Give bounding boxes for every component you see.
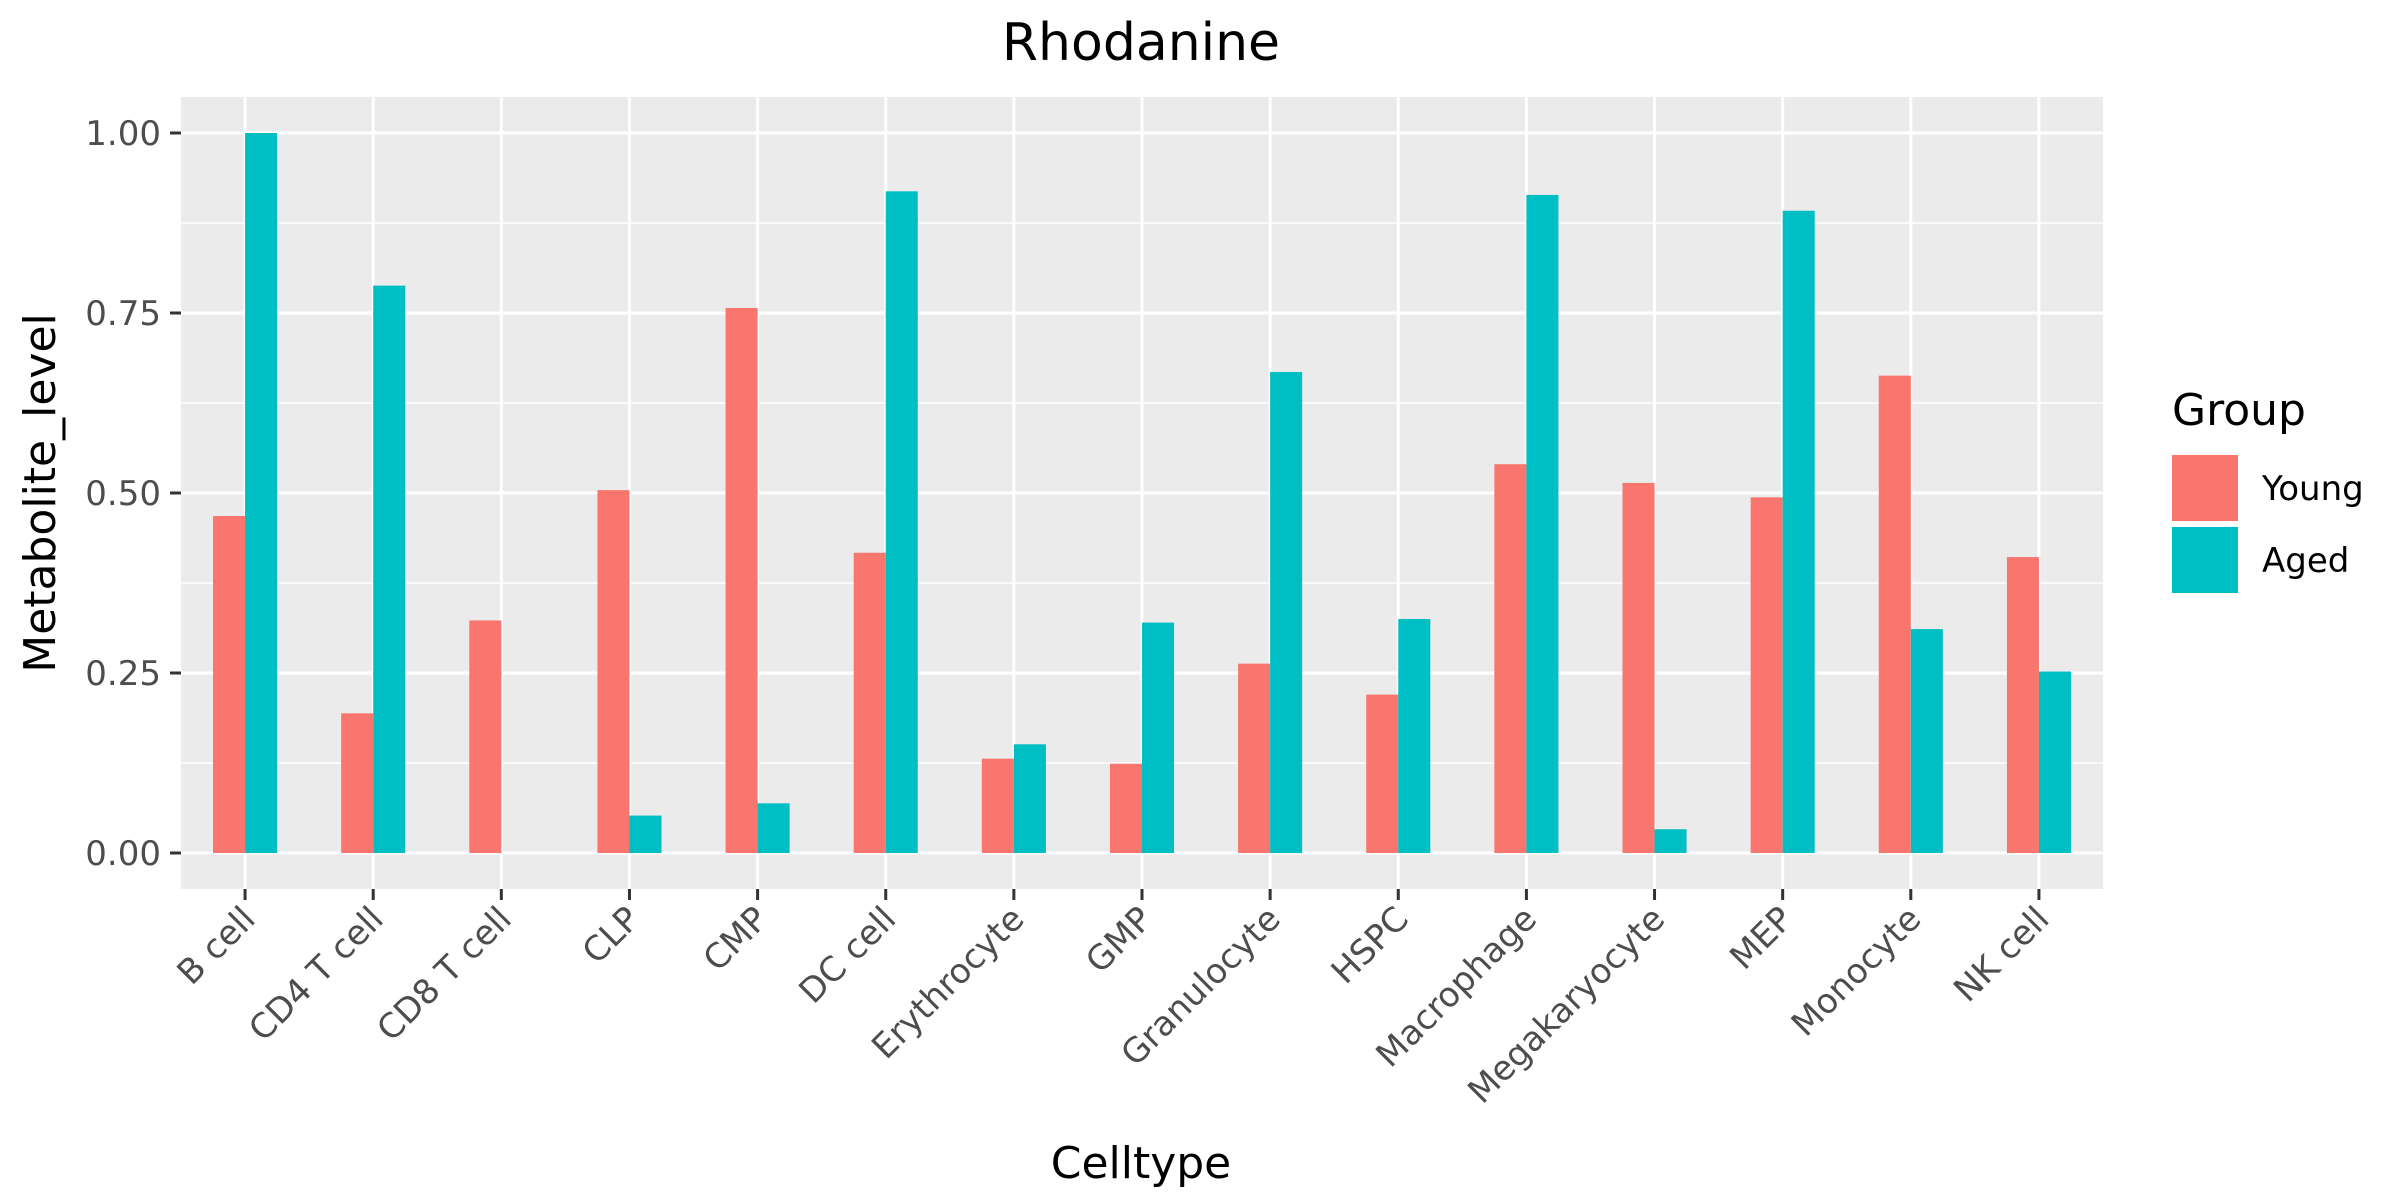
x-tick-label: Monocyte: [1784, 899, 1929, 1044]
bar-aged-mep: [1782, 210, 1815, 853]
bar-aged-monocyte: [1910, 629, 1943, 853]
legend-label-aged: Aged: [2262, 541, 2349, 581]
bar-aged-hspc: [1398, 619, 1431, 853]
x-tick-label: HSPC: [1324, 899, 1417, 992]
y-axis: 0.00 0.25 0.50 0.75 1.00: [85, 114, 181, 874]
bar-young-erythrocyte: [981, 758, 1014, 853]
bar-young-granulocyte: [1238, 663, 1271, 853]
x-tick-label: NK cell: [1946, 899, 2057, 1010]
bar-aged-dc-cell: [885, 191, 918, 853]
x-tick-label: DC cell: [792, 899, 905, 1012]
x-tick-label: B cell: [170, 899, 264, 993]
x-tick-label: CMP: [696, 899, 776, 979]
legend-key-aged: [2172, 527, 2238, 593]
legend-title: Group: [2172, 385, 2306, 436]
bar-young-hspc: [1366, 694, 1399, 853]
bar-young-cmp: [725, 307, 758, 854]
bar-young-nk-cell: [2006, 557, 2039, 853]
bar-young-macrophage: [1494, 464, 1527, 853]
bar-aged-erythrocyte: [1013, 744, 1046, 853]
bar-young-mep: [1750, 497, 1783, 853]
legend: Group Young Aged: [2172, 385, 2364, 593]
bar-aged-cd4-t-cell: [373, 285, 406, 853]
bar-young-monocyte: [1878, 375, 1911, 853]
legend-label-young: Young: [2261, 469, 2364, 509]
bar-aged-gmp: [1142, 622, 1175, 853]
x-axis-title: Celltype: [1051, 1138, 1232, 1189]
x-tick-label: CD4 T cell: [241, 899, 391, 1049]
bar-aged-b-cell: [245, 133, 278, 853]
x-tick-label: CD8 T cell: [369, 899, 519, 1049]
bar-young-megakaryocyte: [1622, 482, 1655, 853]
x-tick-label: GMP: [1078, 899, 1160, 981]
bar-aged-macrophage: [1526, 194, 1559, 854]
bar-young-dc-cell: [853, 552, 886, 853]
x-tick-label: MEP: [1722, 899, 1801, 978]
bar-young-b-cell: [213, 516, 246, 853]
y-tick-label: 1.00: [85, 114, 161, 154]
x-tick-label: CLP: [575, 899, 648, 972]
y-axis-title: Metabolite_level: [15, 313, 66, 673]
bar-young-clp: [597, 490, 630, 853]
bar-young-cd4-t-cell: [341, 713, 374, 853]
y-tick-label: 0.00: [85, 834, 161, 874]
bar-young-cd8-t-cell: [469, 620, 502, 853]
bar-young-gmp: [1109, 763, 1142, 853]
bar-aged-nk-cell: [2038, 671, 2071, 853]
bars: [213, 133, 2071, 854]
legend-key-young: [2172, 455, 2238, 521]
bar-aged-granulocyte: [1270, 372, 1303, 853]
y-tick-label: 0.50: [85, 474, 161, 514]
y-tick-label: 0.25: [85, 654, 161, 694]
chart-title: Rhodanine: [1002, 13, 1280, 73]
bar-aged-clp: [629, 815, 662, 853]
bar-aged-cmp: [757, 803, 790, 853]
bar-aged-megakaryocyte: [1654, 829, 1687, 853]
y-tick-label: 0.75: [85, 294, 161, 334]
